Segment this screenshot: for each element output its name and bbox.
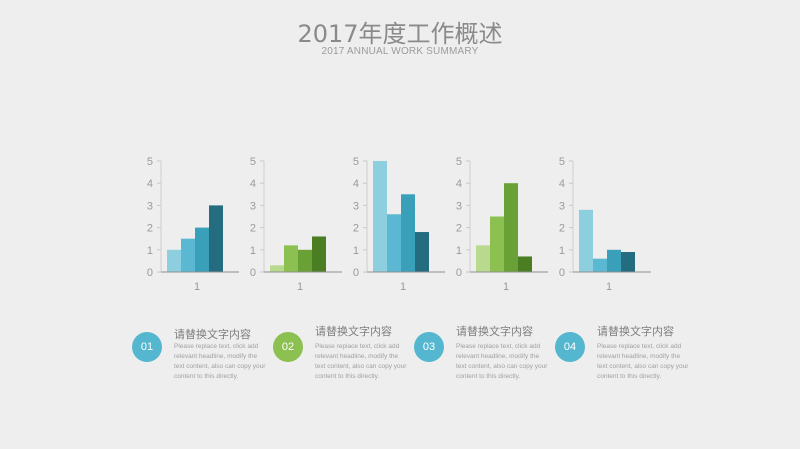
item-description-01: Please replace text, click add relevant … — [174, 343, 266, 380]
bar — [387, 214, 401, 272]
y-tick-label: 0 — [250, 267, 256, 279]
bar-charts: 0 1 2 3 4 5 1 0 1 2 3 4 5 1 0 1 2 3 4 5 1 0 1 2 3 4 5 1 0 1 2 3 4 5 1 — [147, 156, 651, 293]
bar-chart-4: 0 1 2 3 4 5 1 — [456, 156, 548, 293]
bar — [312, 236, 326, 272]
y-tick-label: 4 — [456, 178, 462, 190]
bar — [284, 245, 298, 272]
bar — [195, 227, 209, 272]
y-tick-label: 2 — [559, 223, 565, 235]
number-badge-04: 04 — [555, 332, 585, 362]
bar-chart-2: 0 1 2 3 4 5 1 — [250, 156, 342, 293]
y-tick-label: 1 — [456, 245, 462, 257]
bar-chart-3: 0 1 2 3 4 5 1 — [353, 156, 445, 293]
y-tick-label: 5 — [250, 156, 256, 168]
bar — [579, 209, 593, 272]
item-title-02: 请替换文字内容 — [315, 325, 392, 338]
y-tick-label: 3 — [147, 200, 153, 212]
number-badge-02: 02 — [273, 332, 303, 362]
x-tick-label: 1 — [606, 281, 612, 293]
y-tick-label: 3 — [353, 200, 359, 212]
y-tick-label: 3 — [456, 200, 462, 212]
bar — [607, 249, 621, 272]
item-description-04: Please replace text, click add relevant … — [597, 343, 689, 380]
x-tick-label: 1 — [400, 281, 406, 293]
y-tick-label: 0 — [559, 267, 565, 279]
bar — [476, 245, 490, 272]
bar — [621, 252, 635, 272]
y-tick-label: 1 — [250, 245, 256, 257]
y-tick-label: 5 — [456, 156, 462, 168]
y-tick-label: 5 — [559, 156, 565, 168]
y-tick-label: 0 — [456, 267, 462, 279]
y-tick-label: 3 — [250, 200, 256, 212]
item-title-03: 请替换文字内容 — [456, 325, 533, 338]
bar — [401, 194, 415, 272]
y-tick-label: 4 — [250, 178, 256, 190]
bar — [167, 249, 181, 272]
bar — [504, 183, 518, 272]
x-tick-label: 1 — [194, 281, 200, 293]
item-title-01: 请替换文字内容 — [174, 328, 251, 341]
y-tick-label: 5 — [147, 156, 153, 168]
bar-chart-1: 0 1 2 3 4 5 1 — [147, 156, 239, 293]
y-tick-label: 2 — [353, 223, 359, 235]
y-tick-label: 4 — [353, 178, 359, 190]
number-badge-01: 01 — [132, 332, 162, 362]
y-tick-label: 2 — [147, 223, 153, 235]
y-tick-label: 4 — [147, 178, 153, 190]
bar — [181, 238, 195, 272]
y-tick-label: 2 — [250, 223, 256, 235]
bar — [298, 249, 312, 272]
bar — [373, 161, 387, 272]
bar-chart-5: 0 1 2 3 4 5 1 — [559, 156, 651, 293]
y-tick-label: 3 — [559, 200, 565, 212]
page-title: 2017年度工作概述 — [297, 20, 503, 48]
bar — [593, 258, 607, 272]
y-tick-label: 4 — [559, 178, 565, 190]
y-tick-label: 0 — [147, 267, 153, 279]
y-tick-label: 2 — [456, 223, 462, 235]
bar — [209, 205, 223, 272]
y-tick-label: 1 — [559, 245, 565, 257]
y-tick-label: 0 — [353, 267, 359, 279]
y-tick-label: 1 — [147, 245, 153, 257]
y-tick-label: 5 — [353, 156, 359, 168]
page-subtitle: 2017 ANNUAL WORK SUMMARY — [321, 46, 479, 57]
x-tick-label: 1 — [503, 281, 509, 293]
number-badge-03: 03 — [414, 332, 444, 362]
item-title-04: 请替换文字内容 — [597, 325, 674, 338]
bar — [415, 232, 429, 272]
item-description-02: Please replace text, click add relevant … — [315, 343, 407, 380]
item-description-03: Please replace text, click add relevant … — [456, 343, 548, 380]
bar — [270, 265, 284, 272]
x-tick-label: 1 — [297, 281, 303, 293]
bar — [490, 216, 504, 272]
bar — [518, 256, 532, 272]
y-tick-label: 1 — [353, 245, 359, 257]
